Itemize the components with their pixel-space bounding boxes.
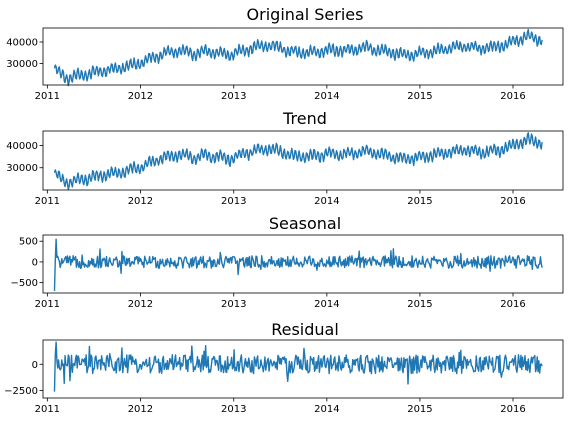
plot-area: 2011 2012 2013 2014 2015 2016 −500 0 500: [11, 234, 564, 310]
y-tick-label: 30000: [6, 163, 38, 174]
x-tick-label: 2016: [500, 196, 525, 207]
x-tick-label: 2012: [128, 196, 153, 207]
plot-area: 2011 2012 2013 2014 2015 2016 −2500 0: [4, 339, 564, 415]
panel-title: Seasonal: [269, 214, 341, 233]
y-tick-label: −500: [11, 278, 38, 289]
x-tick-label: 2011: [35, 299, 60, 310]
x-tick-label: 2016: [500, 404, 525, 415]
plot-area: 2011 2012 2013 2014 2015 2016 30000 40000: [6, 130, 564, 207]
x-tick-label: 2014: [314, 299, 339, 310]
panel-residual: Residual 2011 2012 2013 2014 2015 2016 −2500 0: [4, 320, 564, 415]
x-tick-label: 2014: [314, 404, 339, 415]
x-tick-label: 2011: [35, 91, 60, 102]
x-tick-label: 2015: [407, 299, 432, 310]
x-tick-label: 2012: [128, 91, 153, 102]
y-tick-label: 40000: [6, 141, 38, 152]
x-tick-label: 2016: [500, 299, 525, 310]
x-tick-label: 2013: [221, 196, 246, 207]
panel-title: Residual: [271, 320, 339, 339]
series-line: [53, 132, 543, 191]
y-tick-label: 500: [19, 237, 38, 248]
x-tick-label: 2013: [221, 404, 246, 415]
x-tick-label: 2011: [35, 404, 60, 415]
x-tick-label: 2014: [314, 91, 339, 102]
axes-frame: [42, 130, 564, 191]
panel-title: Original Series: [247, 5, 364, 24]
x-tick-label: 2015: [407, 404, 432, 415]
x-tick-label: 2013: [221, 91, 246, 102]
plot-area: 2011 2012 2013 2014 2015 2016 30000 40000: [6, 27, 564, 102]
panel-trend: Trend 2011 2012 2013 2014 2015 2016 30000 40000: [6, 109, 564, 207]
axes-frame: [42, 27, 564, 86]
series-line: [53, 28, 543, 87]
x-tick-label: 2013: [221, 299, 246, 310]
series-line: [53, 238, 543, 291]
panel-original: Original Series 2011 2012 2013 2014 2015 2016…: [6, 5, 564, 102]
y-tick-label: 40000: [6, 37, 38, 48]
y-tick-label: 0: [32, 257, 38, 268]
y-tick-label: 0: [32, 360, 38, 371]
x-tick-label: 2015: [407, 91, 432, 102]
x-tick-label: 2014: [314, 196, 339, 207]
axes-frame: [42, 234, 564, 294]
x-tick-label: 2011: [35, 196, 60, 207]
x-tick-label: 2012: [128, 404, 153, 415]
y-tick-label: 30000: [6, 59, 38, 70]
x-tick-label: 2015: [407, 196, 432, 207]
y-tick-label: −2500: [4, 386, 38, 397]
panel-seasonal: Seasonal 2011 2012 2013 2014 2015 2016 −500 0 50…: [11, 214, 564, 310]
panel-title: Trend: [282, 109, 327, 128]
x-tick-label: 2016: [500, 91, 525, 102]
x-tick-label: 2012: [128, 299, 153, 310]
axes-frame: [42, 339, 564, 399]
series-line: [53, 341, 543, 392]
